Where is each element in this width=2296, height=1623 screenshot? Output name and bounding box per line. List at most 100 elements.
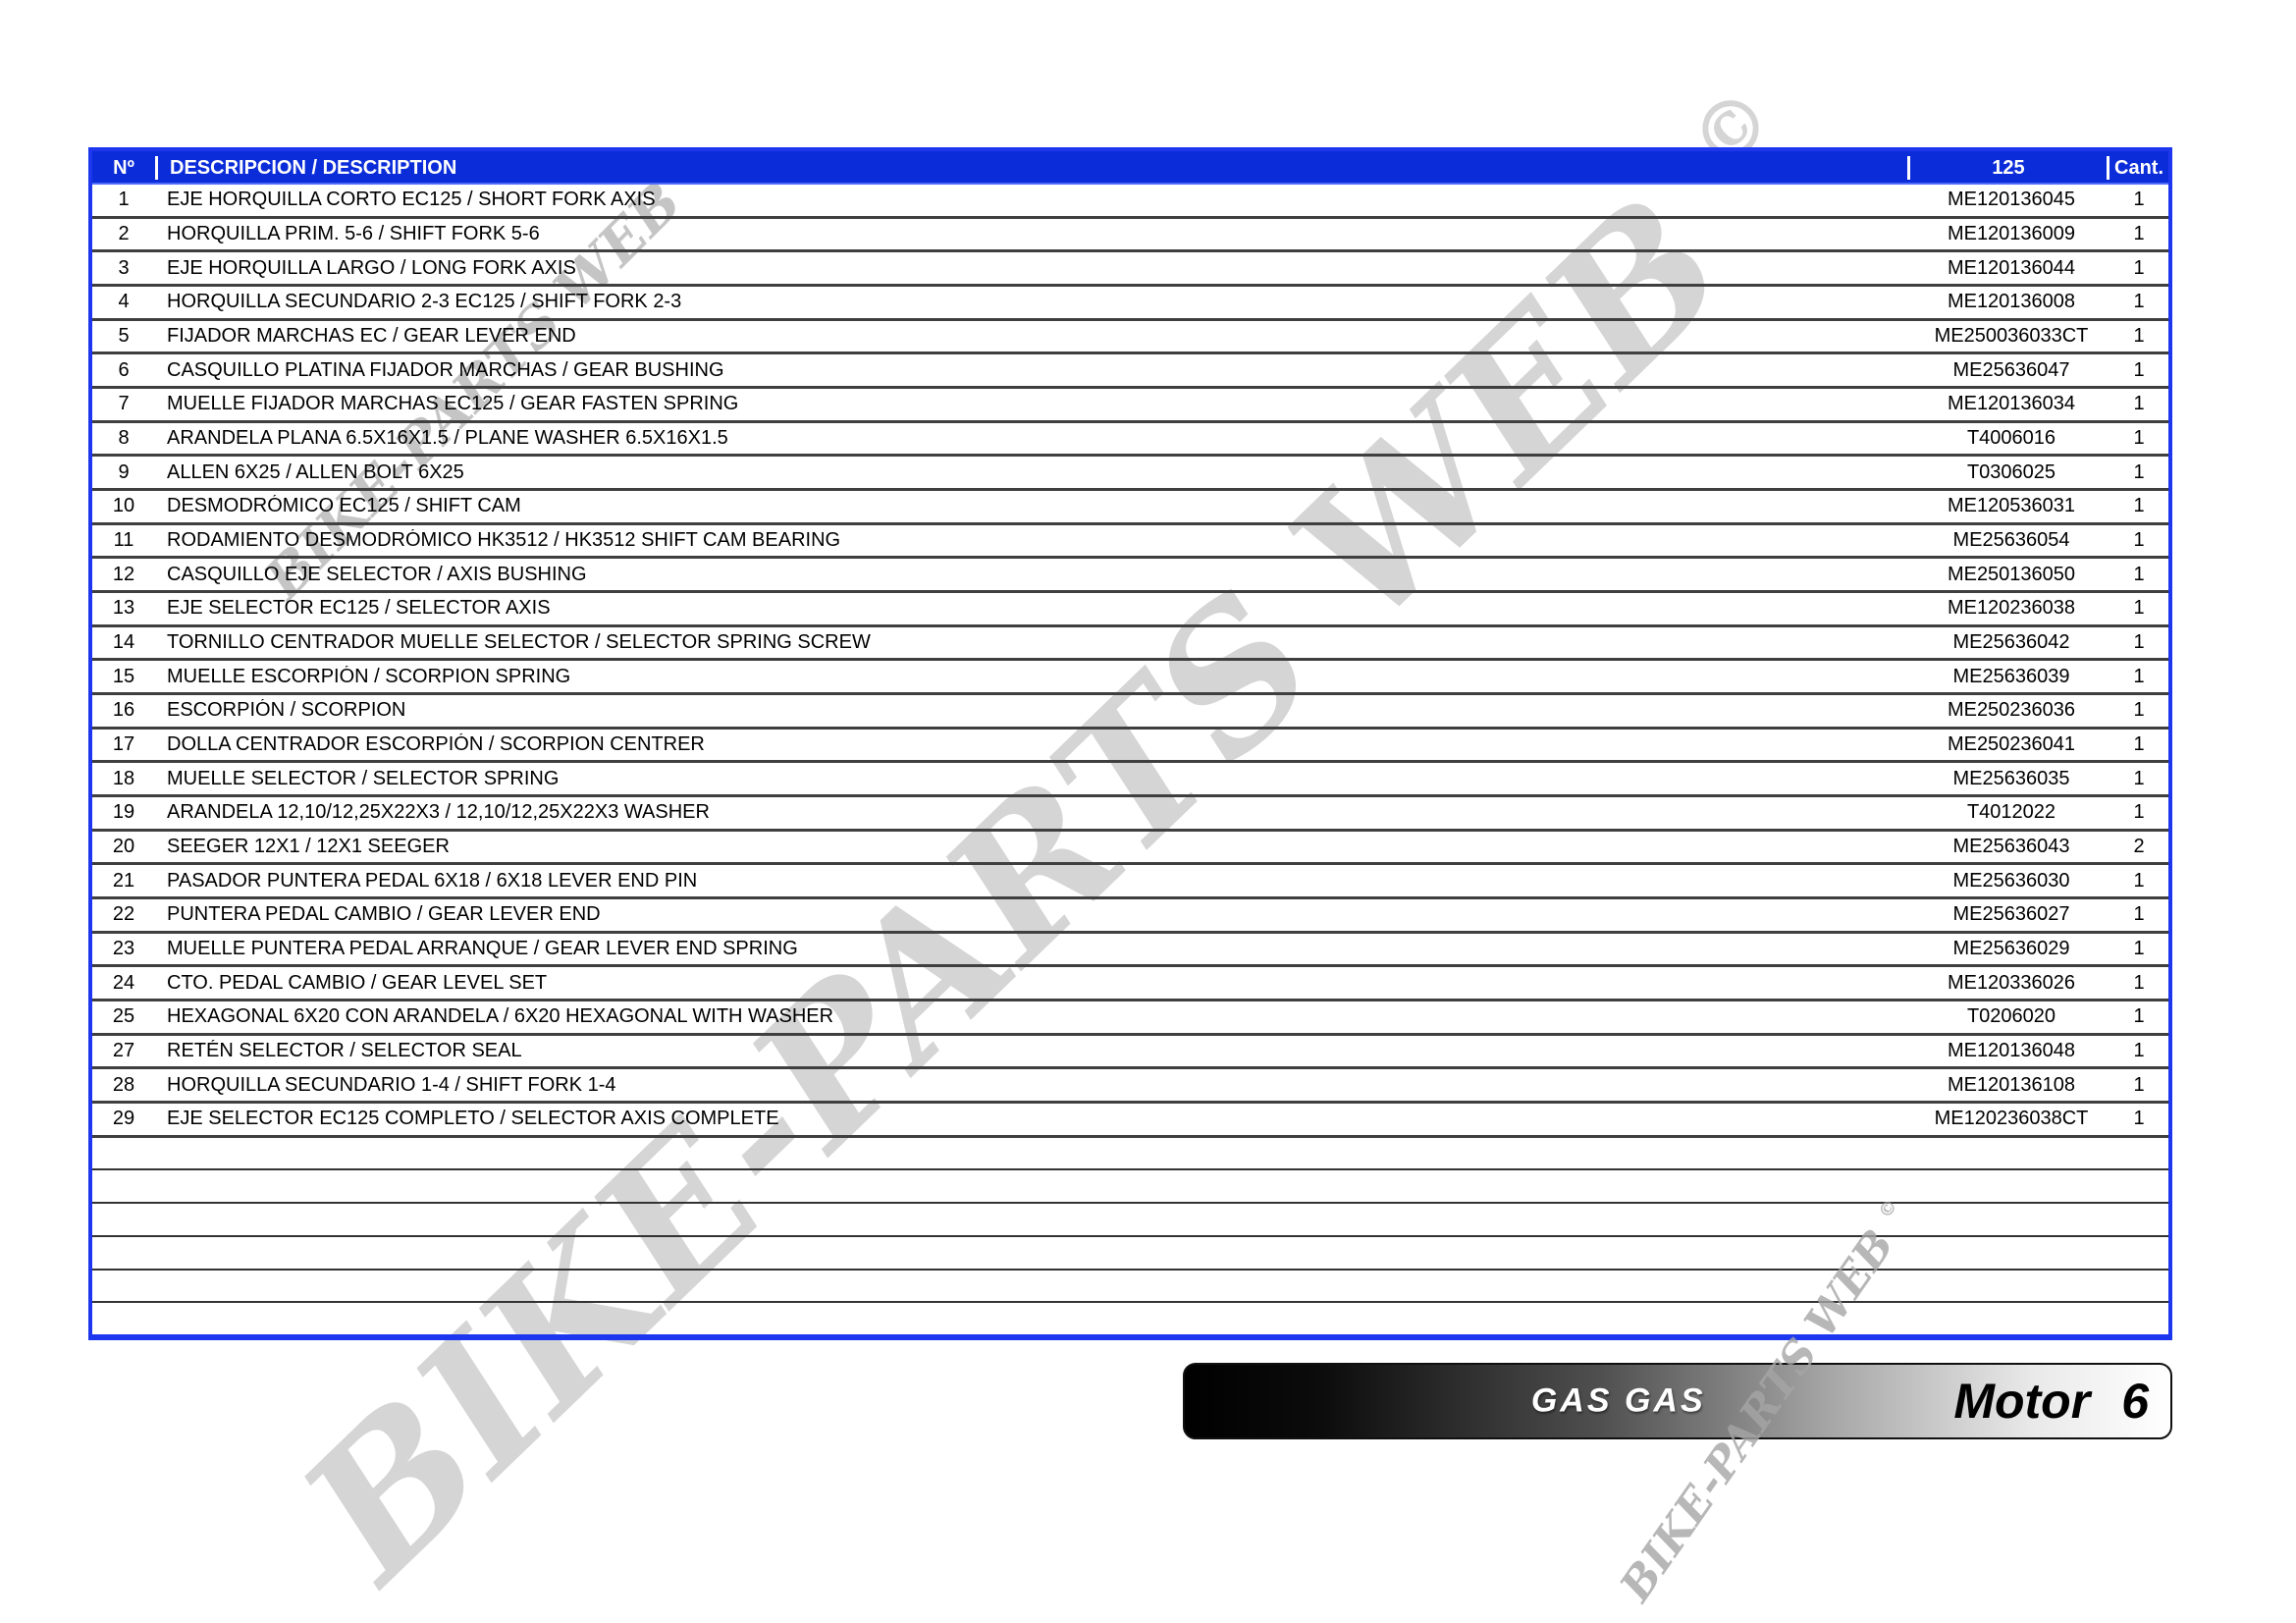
row-part-number: T0306025 bbox=[1966, 460, 2056, 483]
row-part-number: ME250236036 bbox=[1947, 699, 2076, 722]
table-row: 21 PASADOR PUNTERA PEDAL 6X18 / 6X18 LEVE… bbox=[92, 865, 2168, 900]
row-description: CTO. PEDAL CAMBIO / GEAR LEVEL SET bbox=[167, 971, 548, 994]
table-row: 17 DOLLA CENTRADOR ESCORPIÓN / SCORPION C… bbox=[92, 730, 2168, 764]
row-description: CASQUILLO PLATINA FIJADOR MARCHAS / GEAR… bbox=[167, 358, 724, 381]
row-quantity: 1 bbox=[2133, 563, 2145, 585]
row-number: 17 bbox=[112, 733, 135, 756]
row-number: 7 bbox=[118, 393, 130, 415]
header-description: DESCRIPCION / DESCRIPTION bbox=[170, 156, 457, 179]
table-row: 28 HORQUILLA SECUNDARIO 1-4 / SHIFT FORK … bbox=[92, 1069, 2168, 1105]
row-part-number: ME120336026 bbox=[1947, 971, 2076, 994]
table-row: 4 HORQUILLA SECUNDARIO 2-3 EC125 / SHIFT … bbox=[92, 287, 2168, 321]
row-number: 29 bbox=[112, 1108, 135, 1130]
row-quantity: 1 bbox=[2133, 189, 2145, 211]
model-page-number: 6 bbox=[2121, 1374, 2149, 1429]
row-part-number: T4006016 bbox=[1966, 427, 2056, 450]
row-quantity: 1 bbox=[2133, 495, 2145, 517]
header-part-column: 125 bbox=[1992, 156, 2025, 179]
table-row: 11 RODAMIENTO DESMODRÓMICO HK3512 / HK351… bbox=[92, 525, 2168, 560]
row-quantity: 1 bbox=[2133, 358, 2145, 381]
row-description: PUNTERA PEDAL CAMBIO / GEAR LEVER END bbox=[167, 903, 601, 926]
empty-row bbox=[92, 1303, 2168, 1334]
row-description: ALLEN 6X25 / ALLEN BOLT 6X25 bbox=[167, 460, 464, 483]
row-description: HORQUILLA SECUNDARIO 1-4 / SHIFT FORK 1-… bbox=[167, 1073, 616, 1096]
row-number: 27 bbox=[112, 1040, 135, 1062]
row-number: 28 bbox=[112, 1073, 135, 1096]
row-number: 23 bbox=[112, 938, 135, 960]
empty-row bbox=[92, 1170, 2168, 1205]
row-number: 12 bbox=[112, 563, 135, 585]
row-part-number: ME25636029 bbox=[1952, 938, 2070, 960]
row-quantity: 1 bbox=[2133, 597, 2145, 620]
row-description: MUELLE FIJADOR MARCHAS EC125 / GEAR FAST… bbox=[167, 393, 739, 415]
row-number: 9 bbox=[118, 460, 130, 483]
row-part-number: ME250036033CT bbox=[1934, 325, 2089, 348]
table-row: 19 ARANDELA 12,10/12,25X22X3 / 12,10/12,2… bbox=[92, 797, 2168, 832]
row-quantity: 1 bbox=[2133, 223, 2145, 244]
table-row: 1 EJE HORQUILLA CORTO EC125 / SHORT FORK … bbox=[92, 185, 2168, 219]
row-number: 25 bbox=[112, 1005, 135, 1028]
row-description: MUELLE SELECTOR / SELECTOR SPRING bbox=[167, 767, 560, 789]
row-part-number: ME120236038CT bbox=[1934, 1108, 2089, 1130]
row-description: MUELLE ESCORPIÓN / SCORPION SPRING bbox=[167, 665, 571, 687]
row-part-number: ME25636042 bbox=[1952, 631, 2070, 654]
row-quantity: 1 bbox=[2133, 631, 2145, 654]
table-header-row: Nº DESCRIPCION / DESCRIPTION 125 Cant. bbox=[92, 151, 2168, 185]
row-description: MUELLE PUNTERA PEDAL ARRANQUE / GEAR LEV… bbox=[167, 938, 798, 960]
row-part-number: ME25636039 bbox=[1952, 665, 2070, 687]
row-description: PASADOR PUNTERA PEDAL 6X18 / 6X18 LEVER … bbox=[167, 869, 698, 892]
parts-table: Nº DESCRIPCION / DESCRIPTION 125 Cant. 1… bbox=[88, 147, 2172, 1340]
row-quantity: 1 bbox=[2133, 460, 2145, 483]
row-number: 13 bbox=[112, 597, 135, 620]
row-number: 10 bbox=[112, 495, 135, 517]
row-description: ARANDELA 12,10/12,25X22X3 / 12,10/12,25X… bbox=[167, 801, 710, 824]
row-part-number: ME120136034 bbox=[1947, 393, 2076, 415]
header-quantity: Cant. bbox=[2114, 156, 2163, 179]
row-description: FIJADOR MARCHAS EC / GEAR LEVER END bbox=[167, 325, 576, 348]
row-number: 24 bbox=[112, 971, 135, 994]
row-quantity: 1 bbox=[2133, 393, 2145, 415]
row-description: ARANDELA PLANA 6.5X16X1.5 / PLANE WASHER… bbox=[167, 427, 728, 450]
row-quantity: 1 bbox=[2133, 665, 2145, 687]
row-number: 1 bbox=[118, 189, 130, 211]
row-part-number: ME120136048 bbox=[1947, 1040, 2076, 1062]
row-number: 22 bbox=[112, 903, 135, 926]
model-label: Motor bbox=[1953, 1374, 2091, 1429]
row-number: 8 bbox=[118, 427, 130, 450]
row-part-number: ME120136008 bbox=[1947, 291, 2076, 313]
row-number: 11 bbox=[113, 529, 134, 552]
row-number: 5 bbox=[118, 325, 130, 348]
table-body: 1 EJE HORQUILLA CORTO EC125 / SHORT FORK … bbox=[92, 185, 2168, 1334]
row-number: 21 bbox=[112, 869, 135, 892]
row-description: EJE SELECTOR EC125 / SELECTOR AXIS bbox=[167, 597, 551, 620]
row-part-number: ME120236038 bbox=[1947, 597, 2076, 620]
row-quantity: 1 bbox=[2133, 325, 2145, 348]
row-part-number: ME25636035 bbox=[1952, 767, 2070, 789]
row-part-number: ME25636054 bbox=[1952, 529, 2070, 552]
table-row: 23 MUELLE PUNTERA PEDAL ARRANQUE / GEAR L… bbox=[92, 934, 2168, 968]
empty-row bbox=[92, 1138, 2168, 1171]
row-part-number: ME120536031 bbox=[1947, 495, 2076, 517]
row-description: RETÉN SELECTOR / SELECTOR SEAL bbox=[167, 1040, 522, 1062]
row-description: RODAMIENTO DESMODRÓMICO HK3512 / HK3512 … bbox=[167, 529, 841, 552]
row-part-number: T0206020 bbox=[1966, 1005, 2056, 1028]
row-description: HEXAGONAL 6X20 CON ARANDELA / 6X20 HEXAG… bbox=[167, 1005, 834, 1028]
table-row: 16 ESCORPIÓN / SCORPION ME250236036 1 bbox=[92, 695, 2168, 730]
header-number: Nº bbox=[113, 156, 134, 179]
row-description: DESMODRÓMICO EC125 / SHIFT CAM bbox=[167, 495, 521, 517]
row-quantity: 1 bbox=[2133, 938, 2145, 960]
row-quantity: 1 bbox=[2133, 256, 2145, 279]
row-number: 19 bbox=[112, 801, 135, 824]
table-row: 6 CASQUILLO PLATINA FIJADOR MARCHAS / GEA… bbox=[92, 354, 2168, 390]
row-part-number: ME25636027 bbox=[1952, 903, 2070, 926]
table-row: 13 EJE SELECTOR EC125 / SELECTOR AXIS ME12… bbox=[92, 593, 2168, 627]
footer-model-bar: GAS GAS Motor 6 bbox=[1183, 1363, 2172, 1439]
row-part-number: ME25636030 bbox=[1952, 869, 2070, 892]
row-quantity: 1 bbox=[2133, 1108, 2145, 1130]
row-number: 18 bbox=[112, 767, 135, 789]
row-number: 3 bbox=[118, 256, 130, 279]
row-description: SEEGER 12X1 / 12X1 SEEGER bbox=[167, 836, 450, 858]
row-number: 4 bbox=[118, 291, 130, 313]
row-quantity: 1 bbox=[2133, 733, 2145, 756]
row-description: CASQUILLO EJE SELECTOR / AXIS BUSHING bbox=[167, 563, 587, 585]
